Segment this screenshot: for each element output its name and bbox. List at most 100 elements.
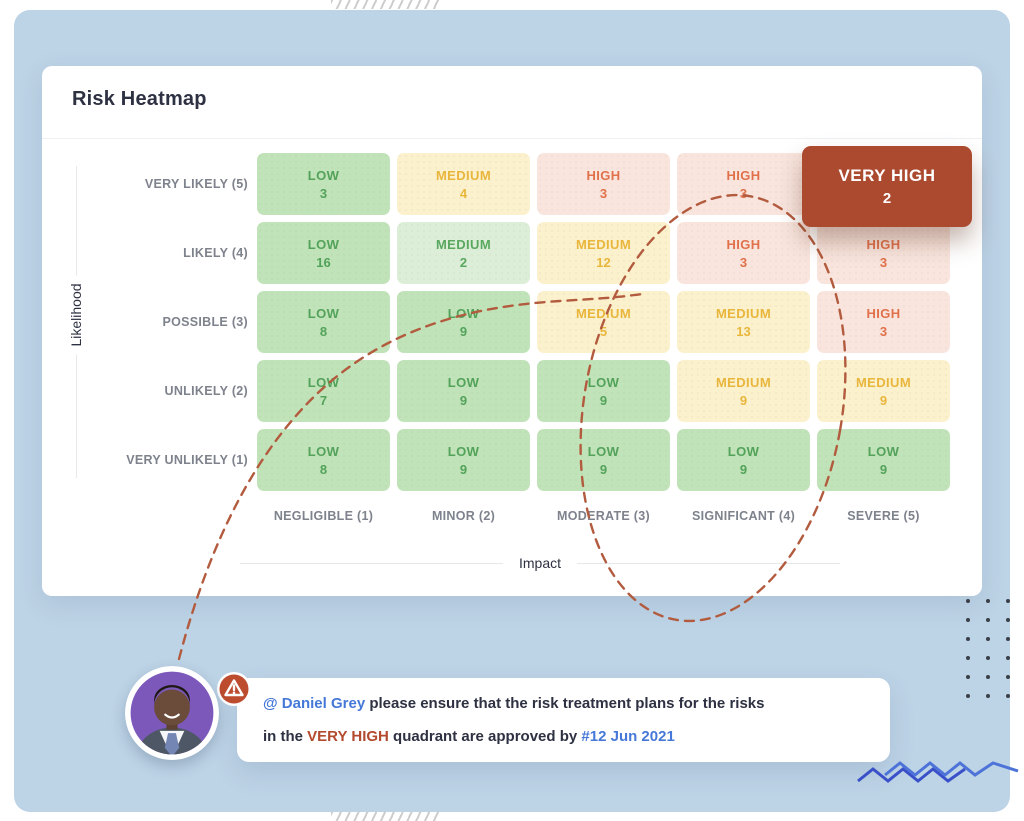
user-avatar[interactable] bbox=[125, 666, 219, 760]
dot bbox=[986, 618, 990, 622]
dot bbox=[986, 694, 990, 698]
column-header: MINOR (2) bbox=[431, 509, 496, 523]
heatmap-cell[interactable]: HIGH 3 bbox=[817, 222, 950, 284]
dot bbox=[1006, 599, 1010, 603]
heatmap-cell[interactable]: MEDIUM 13 bbox=[677, 291, 810, 353]
heatmap-cell[interactable]: MEDIUM 9 bbox=[677, 360, 810, 422]
heatmap-cell[interactable]: MEDIUM 9 bbox=[817, 360, 950, 422]
heatmap-cell[interactable]: LOW 7 bbox=[257, 360, 390, 422]
cell-risk-label: LOW bbox=[447, 443, 480, 459]
avatar-photo bbox=[130, 671, 214, 755]
cell-count: 4 bbox=[459, 185, 468, 201]
card-divider bbox=[42, 138, 982, 139]
cell-count: 13 bbox=[736, 323, 751, 339]
cell-count: 3 bbox=[879, 323, 888, 339]
cell-count: 3 bbox=[319, 185, 328, 201]
due-date-link[interactable]: #12 Jun 2021 bbox=[581, 728, 675, 745]
heatmap-cell[interactable]: LOW 9 bbox=[817, 429, 950, 491]
heatmap-cell[interactable]: LOW 3 bbox=[257, 153, 390, 215]
cell-count: 3 bbox=[599, 185, 608, 201]
cell-risk-label: LOW bbox=[307, 305, 340, 321]
cell-risk-label: HIGH bbox=[866, 305, 901, 321]
cell-count: 3 bbox=[739, 254, 748, 270]
dot bbox=[986, 675, 990, 679]
risk-highlight-text: VERY HIGH bbox=[307, 728, 389, 745]
warning-triangle-icon bbox=[217, 672, 251, 706]
cell-risk-label: MEDIUM bbox=[575, 236, 632, 252]
dot bbox=[986, 599, 990, 603]
row-label: VERY LIKELY (5) bbox=[144, 177, 248, 191]
cell-count: 9 bbox=[459, 392, 468, 408]
cell-count: 9 bbox=[599, 392, 608, 408]
impact-axis: Impact bbox=[240, 554, 841, 572]
cell-count: 9 bbox=[459, 461, 468, 477]
grid-corner bbox=[42, 498, 250, 534]
column-header: SEVERE (5) bbox=[847, 509, 920, 523]
cell-risk-label: LOW bbox=[447, 305, 480, 321]
comment-text: please ensure that the risk treatment pl… bbox=[365, 695, 765, 712]
cell-risk-label: LOW bbox=[867, 443, 900, 459]
cell-count: 8 bbox=[319, 323, 328, 339]
cell-count: 8 bbox=[319, 461, 328, 477]
card-title: Risk Heatmap bbox=[72, 88, 207, 110]
dot bbox=[1006, 694, 1010, 698]
heatmap-cell[interactable]: HIGH 3 bbox=[677, 222, 810, 284]
heatmap-cell[interactable]: LOW 9 bbox=[537, 429, 670, 491]
row-label: UNLIKELY (2) bbox=[164, 384, 248, 398]
cell-risk-label: HIGH bbox=[586, 167, 621, 183]
heatmap-cell[interactable]: LOW 8 bbox=[257, 429, 390, 491]
heatmap-cell[interactable]: MEDIUM 12 bbox=[537, 222, 670, 284]
impact-axis-label: Impact bbox=[519, 555, 562, 571]
zigzag-dark-line bbox=[857, 767, 966, 783]
heatmap-cell[interactable]: LOW 8 bbox=[257, 291, 390, 353]
heatmap-cell[interactable]: MEDIUM 2 bbox=[397, 222, 530, 284]
dot bbox=[986, 637, 990, 641]
cell-count: 12 bbox=[596, 254, 611, 270]
heatmap-cell[interactable]: LOW 9 bbox=[677, 429, 810, 491]
cell-count: 5 bbox=[599, 323, 608, 339]
cell-risk-label: MEDIUM bbox=[435, 167, 492, 183]
dot bbox=[1006, 637, 1010, 641]
dot bbox=[1006, 675, 1010, 679]
dot bbox=[966, 618, 970, 622]
comment-bubble: @ Daniel Grey please ensure that the ris… bbox=[237, 678, 890, 762]
heatmap-cell[interactable]: LOW 16 bbox=[257, 222, 390, 284]
very-high-cell[interactable]: VERY HIGH 2 bbox=[802, 146, 972, 227]
cell-risk-label: MEDIUM bbox=[715, 305, 772, 321]
heatmap-cell[interactable]: LOW 9 bbox=[537, 360, 670, 422]
heatmap-cell[interactable]: LOW 9 bbox=[397, 291, 530, 353]
cell-risk-label: LOW bbox=[307, 167, 340, 183]
column-header: NEGLIGIBLE (1) bbox=[273, 509, 374, 523]
cell-count: 9 bbox=[459, 323, 468, 339]
column-header: MODERATE (3) bbox=[557, 509, 650, 523]
heatmap-cell[interactable]: HIGH 3 bbox=[817, 291, 950, 353]
cell-count: 9 bbox=[879, 392, 888, 408]
mention-link[interactable]: @ Daniel Grey bbox=[263, 695, 366, 712]
dot bbox=[1006, 656, 1010, 660]
heatmap-cell[interactable]: HIGH 3 bbox=[537, 153, 670, 215]
cell-risk-label: VERY HIGH bbox=[838, 166, 936, 185]
dot bbox=[986, 656, 990, 660]
dot bbox=[966, 599, 970, 603]
cell-count: 9 bbox=[739, 392, 748, 408]
dot bbox=[966, 694, 970, 698]
heatmap-cell[interactable]: HIGH 3 bbox=[677, 153, 810, 215]
cell-count: 3 bbox=[879, 254, 888, 270]
dot bbox=[1006, 618, 1010, 622]
comment-text: in the bbox=[263, 728, 308, 745]
cell-count: 2 bbox=[459, 254, 468, 270]
cell-count: 16 bbox=[316, 254, 331, 270]
heatmap-cell[interactable]: LOW 9 bbox=[397, 360, 530, 422]
heatmap-cell[interactable]: MEDIUM 5 bbox=[537, 291, 670, 353]
cell-risk-label: MEDIUM bbox=[575, 305, 632, 321]
heatmap-cell[interactable]: MEDIUM 4 bbox=[397, 153, 530, 215]
comment-line-1: @ Daniel Grey please ensure that the ris… bbox=[263, 687, 864, 720]
cell-count: 7 bbox=[319, 392, 328, 408]
impact-axis-line-right bbox=[577, 562, 841, 564]
hatch-decoration-top-icon bbox=[331, 0, 439, 9]
heatmap-cell[interactable]: LOW 9 bbox=[397, 429, 530, 491]
row-label: LIKELY (4) bbox=[183, 246, 248, 260]
column-header: SIGNIFICANT (4) bbox=[691, 509, 796, 523]
impact-axis-line-left bbox=[240, 562, 503, 564]
